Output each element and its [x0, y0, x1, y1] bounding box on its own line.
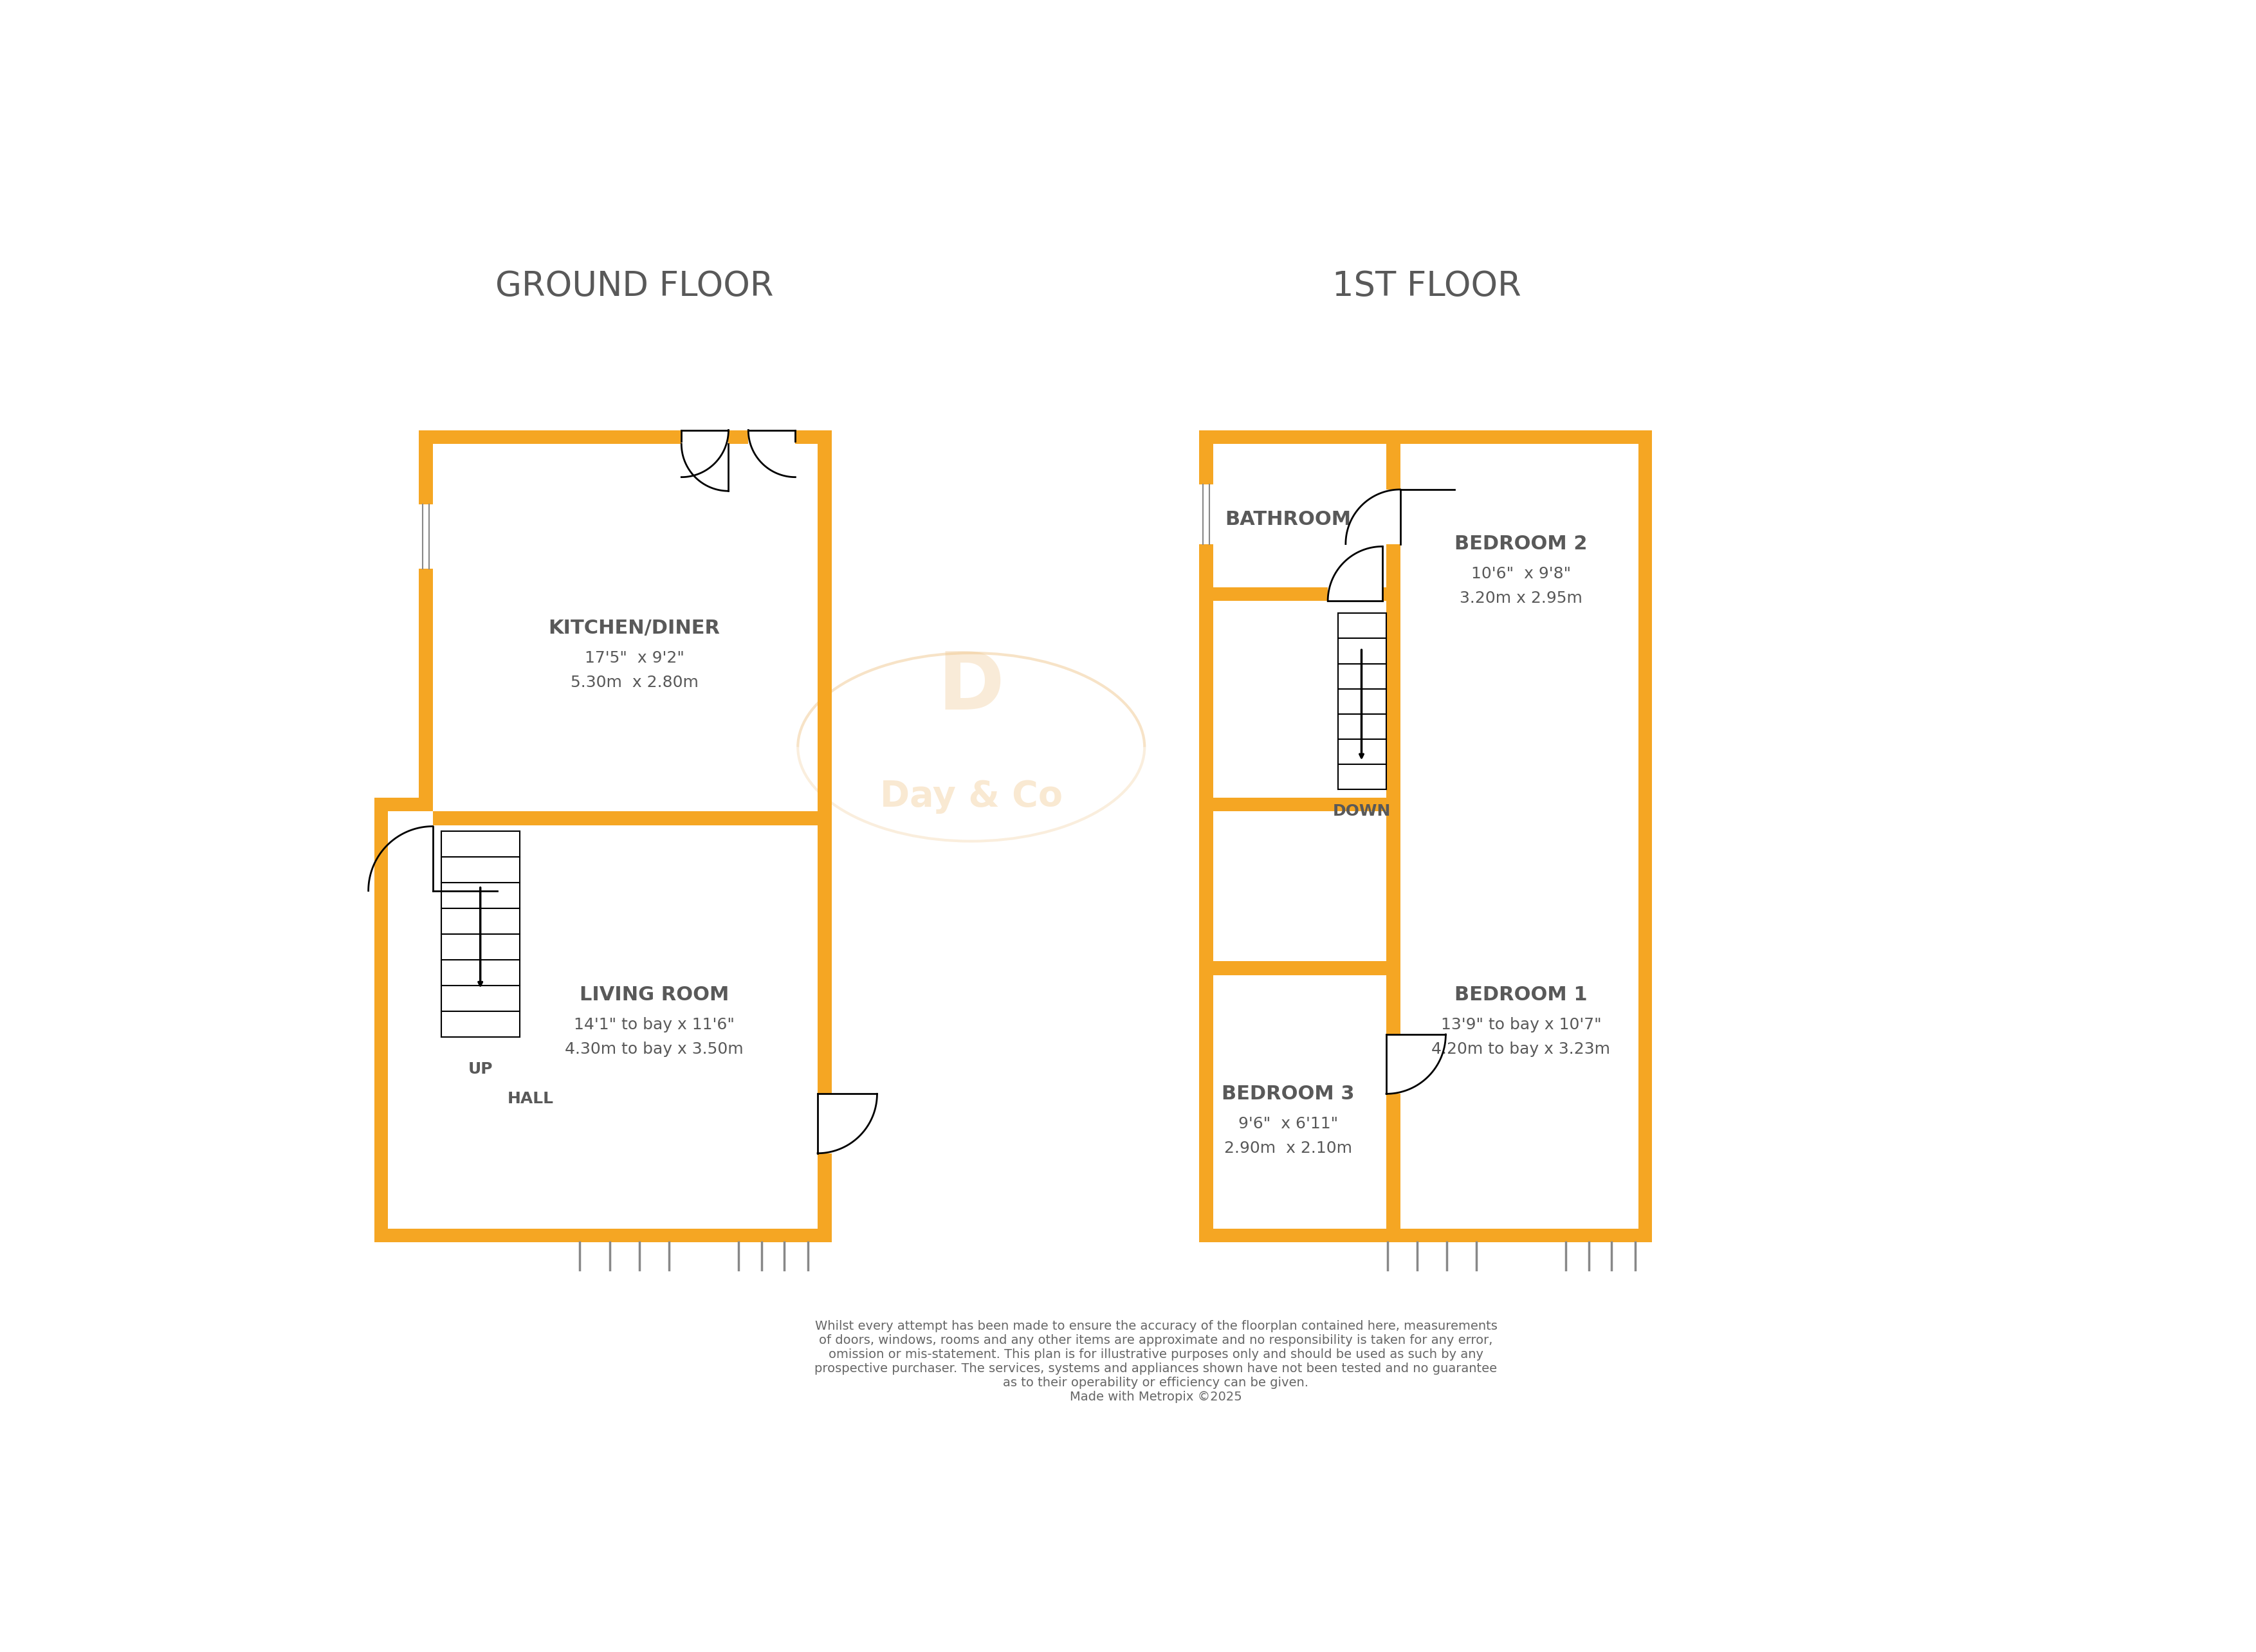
Bar [1214, 961, 1401, 975]
Text: LIVING ROOM: LIVING ROOM [580, 986, 729, 1004]
Bar [1198, 430, 1214, 1242]
Bar [433, 811, 832, 826]
Text: 14'1" to bay x 11'6": 14'1" to bay x 11'6" [573, 1016, 735, 1032]
Bar [749, 430, 796, 444]
Text: BEDROOM 1: BEDROOM 1 [1455, 986, 1588, 1004]
Bar [1196, 484, 1216, 544]
Text: D: D [938, 649, 1004, 727]
Text: BATHROOM: BATHROOM [1225, 510, 1351, 529]
Text: 9'6"  x 6'11": 9'6" x 6'11" [1239, 1115, 1338, 1132]
Text: GROUND FLOOR: GROUND FLOOR [496, 269, 774, 302]
Text: BEDROOM 3: BEDROOM 3 [1223, 1084, 1354, 1104]
Text: BEDROOM 2: BEDROOM 2 [1455, 535, 1588, 553]
Text: KITCHEN/DINER: KITCHEN/DINER [548, 620, 720, 638]
Text: Whilst every attempt has been made to ensure the accuracy of the floorplan conta: Whilst every attempt has been made to en… [814, 1320, 1498, 1403]
Text: 3.20m x 2.95m: 3.20m x 2.95m [1460, 591, 1581, 606]
Bar [420, 826, 433, 890]
Bar [420, 430, 832, 444]
Bar [1198, 1229, 1651, 1242]
Bar [374, 798, 433, 811]
Bar [1638, 430, 1651, 1242]
Bar [817, 430, 832, 1242]
Bar [417, 504, 435, 568]
Bar [1329, 586, 1383, 601]
Text: 17'5"  x 9'2": 17'5" x 9'2" [584, 651, 684, 666]
Text: DOWN: DOWN [1333, 805, 1390, 819]
Bar [1214, 586, 1385, 601]
Bar [1198, 430, 1651, 444]
Bar [420, 430, 433, 811]
Text: 5.30m  x 2.80m: 5.30m x 2.80m [571, 676, 699, 691]
Bar [1385, 489, 1401, 544]
Bar [433, 814, 519, 826]
Bar [817, 1094, 832, 1153]
Bar [1385, 1034, 1401, 1094]
Text: 2.90m  x 2.10m: 2.90m x 2.10m [1225, 1140, 1351, 1156]
Bar [1214, 798, 1385, 811]
Bar [681, 430, 729, 444]
Bar [374, 798, 388, 1242]
Text: 4.30m to bay x 3.50m: 4.30m to bay x 3.50m [564, 1041, 744, 1057]
Text: 1ST FLOOR: 1ST FLOOR [1333, 269, 1521, 302]
Text: HALL: HALL [508, 1090, 553, 1107]
Bar [681, 430, 729, 444]
Text: 4.20m to bay x 3.23m: 4.20m to bay x 3.23m [1433, 1041, 1611, 1057]
Text: 13'9" to bay x 10'7": 13'9" to bay x 10'7" [1442, 1016, 1602, 1032]
Text: 10'6"  x 9'8": 10'6" x 9'8" [1471, 567, 1570, 582]
Text: Day & Co: Day & Co [880, 780, 1063, 814]
Text: UP: UP [469, 1061, 494, 1077]
Bar [374, 1229, 832, 1242]
Bar [1385, 430, 1401, 1242]
